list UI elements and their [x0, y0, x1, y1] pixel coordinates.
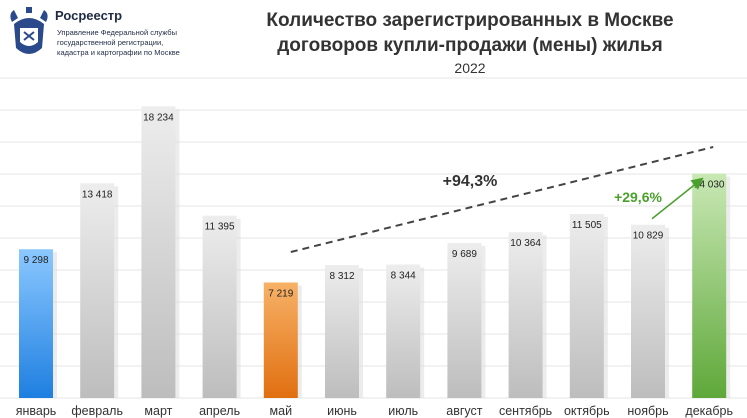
value-label-6: 8 312 — [329, 271, 354, 282]
org-name: Росреестр — [55, 8, 123, 23]
rosreestr-logo — [10, 7, 48, 54]
x-tick-label-6: июнь — [327, 404, 357, 418]
chart-subtitle-year: 2022 — [454, 60, 486, 76]
org-line-3: кадастра и картографии по Москве — [57, 48, 180, 57]
bar-10 — [569, 213, 604, 398]
x-tick-label-1: январь — [16, 404, 57, 418]
value-label-9: 10 364 — [510, 238, 541, 249]
bar-4 — [202, 215, 237, 398]
bar-5 — [263, 282, 298, 398]
org-line-2: государственной регистрации, — [57, 38, 164, 47]
x-tick-label-2: февраль — [71, 404, 123, 418]
x-tick-label-8: август — [446, 404, 483, 418]
x-tick-label-11: ноябрь — [627, 404, 668, 418]
trend-line-dashed — [290, 146, 714, 253]
x-tick-label-4: апрель — [199, 404, 240, 418]
bar-7 — [386, 264, 421, 398]
org-line-1: Управление Федеральной службы — [57, 28, 177, 37]
chart-title-line-1: Количество зарегистрированных в Москве — [266, 10, 674, 31]
growth-arrow — [651, 177, 704, 220]
bar-12 — [692, 173, 727, 398]
bar-9 — [508, 232, 543, 398]
value-label-10: 11 505 — [572, 220, 602, 231]
bar-6 — [325, 265, 359, 398]
value-label-4: 11 395 — [205, 222, 235, 233]
bar-1 — [19, 249, 53, 398]
value-label-11: 10 829 — [633, 231, 664, 242]
x-tick-label-9: сентябрь — [499, 404, 552, 418]
bar-3 — [141, 106, 176, 399]
value-labels-group: 9 298 13 418 18 234 11 395 7 219 8 312 8 344 9 … — [23, 112, 724, 299]
value-label-2: 13 418 — [82, 189, 113, 200]
bars-group — [19, 106, 731, 399]
x-tick-label-12: декабрь — [685, 404, 733, 418]
eagle-emblem-icon — [10, 7, 48, 54]
x-tick-label-3: март — [144, 404, 172, 418]
x-tick-labels-group: январь февраль март апрель май июнь июль август… — [16, 404, 733, 418]
annotations-group: +94,3% +29,6% — [290, 146, 714, 253]
value-label-1: 9 298 — [23, 255, 48, 266]
bar-2 — [80, 183, 115, 398]
bar-8 — [447, 242, 482, 398]
gridlines — [0, 77, 747, 399]
value-label-3: 18 234 — [143, 112, 174, 123]
chart-title-line-2: договоров купли-продажи (мены) жилья — [277, 35, 663, 56]
value-label-5: 7 219 — [268, 288, 293, 299]
value-label-12: 14 030 — [694, 180, 725, 191]
annotation-percent-total: +94,3% — [443, 173, 498, 190]
bar-11 — [631, 224, 665, 398]
x-tick-label-7: июль — [388, 404, 418, 418]
value-label-8: 9 689 — [452, 249, 477, 260]
x-tick-label-10: октябрь — [564, 404, 610, 418]
x-tick-label-5: май — [270, 404, 293, 418]
annotation-percent-month: +29,6% — [614, 189, 662, 205]
value-label-7: 8 344 — [391, 270, 416, 281]
